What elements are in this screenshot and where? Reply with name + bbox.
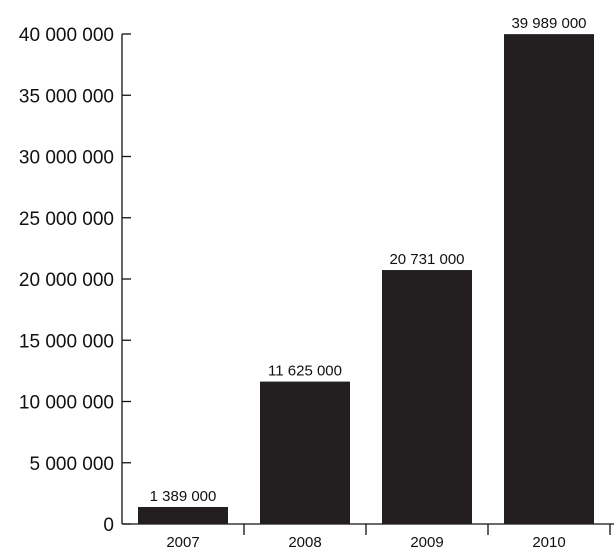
x-tick-label-2007: 2007	[166, 534, 199, 550]
bar-2010	[504, 34, 594, 524]
bar-2008	[260, 381, 350, 524]
data-label-2009: 20 731 000	[389, 251, 464, 268]
y-tick-label: 25 000 000	[19, 209, 114, 230]
data-label-2010: 39 989 000	[511, 15, 586, 32]
y-tick-label: 30 000 000	[19, 148, 114, 169]
data-label-2007: 1 389 000	[150, 488, 217, 505]
x-tick-label-2008: 2008	[288, 534, 321, 550]
y-axis: 0 5 000 000 10 000 000 15 000 000 20 000 000…	[19, 25, 131, 536]
x-tick-label-2010: 2010	[532, 534, 565, 550]
bars	[138, 34, 594, 524]
x-tick-label-2009: 2009	[410, 534, 443, 550]
data-label-2008: 11 625 000	[268, 363, 342, 380]
data-labels: 1 389 000 11 625 000 20 731 000 39 989 000	[150, 15, 587, 505]
y-tick-label: 40 000 000	[19, 25, 114, 46]
y-tick-label: 35 000 000	[19, 86, 114, 107]
bar-2009	[382, 270, 472, 524]
y-tick-label: 10 000 000	[19, 393, 114, 414]
y-tick-label: 15 000 000	[19, 331, 114, 352]
x-axis: 2007 2008 2009 2010	[122, 523, 614, 550]
y-tick-label: 20 000 000	[19, 270, 114, 291]
y-tick-label: 5 000 000	[29, 454, 114, 475]
bar-2007	[138, 506, 228, 524]
y-tick-label: 0	[103, 515, 114, 536]
